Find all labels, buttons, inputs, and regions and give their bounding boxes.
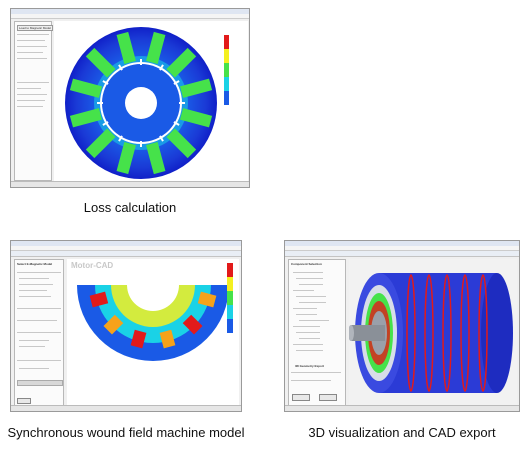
- slot-opening: [118, 64, 123, 71]
- winding-ring: [406, 274, 416, 392]
- tree-item[interactable]: [296, 314, 317, 315]
- rotor-pole: [89, 291, 109, 308]
- tree-item[interactable]: [296, 350, 323, 351]
- rotor-pole: [130, 329, 147, 349]
- rotor-poles: [89, 291, 217, 349]
- rotor-pole: [197, 291, 217, 308]
- caption-loss-calculation: Loss calculation: [83, 200, 177, 215]
- menu-bar: [11, 246, 241, 251]
- window-title-bar: [11, 241, 241, 246]
- tree-item[interactable]: [299, 320, 329, 321]
- menu-bar: [11, 14, 249, 19]
- slot-opening: [173, 121, 180, 126]
- slot-opening: [140, 59, 142, 65]
- stator-tooth: [85, 128, 116, 159]
- rotor-half-section: [77, 263, 233, 361]
- tree-item[interactable]: [296, 278, 323, 279]
- tree-item[interactable]: [293, 326, 320, 327]
- component-panel: Component Selection 3D Geometry Export: [288, 259, 346, 407]
- tree-item[interactable]: [293, 272, 323, 273]
- loss-colorbar: [224, 35, 229, 105]
- slot-opening: [102, 80, 109, 85]
- slot-opening: [118, 135, 123, 142]
- stator-tooth: [69, 108, 102, 128]
- geometry-export-title: 3D Geometry Export: [295, 364, 325, 368]
- slot-opening: [173, 80, 180, 85]
- caption-3d-visualization: 3D visualization and CAD export: [308, 425, 496, 440]
- stator-teeth: [69, 31, 213, 175]
- winding-ring: [460, 274, 470, 392]
- status-bar: [11, 181, 249, 187]
- 3d-visualization-screenshot: Component Selection 3D Geometry Export: [284, 240, 520, 412]
- stator-tooth: [180, 78, 213, 98]
- load-to-magnetic-button[interactable]: Load to Magnetic Model: [17, 25, 54, 31]
- slot-opening: [97, 102, 103, 104]
- tab-strip: [11, 251, 241, 257]
- stator-tooth: [116, 142, 136, 175]
- stator-tooth: [146, 142, 166, 175]
- winding-ring: [442, 274, 452, 392]
- loss-plot-canvas: [54, 21, 248, 181]
- rotor-pole: [103, 314, 124, 335]
- sync-machine-screenshot: Select E-Magnetic Model Motor-CAD: [10, 240, 242, 412]
- tree-item[interactable]: [299, 338, 320, 339]
- component-selection-title: Component Selection: [291, 262, 322, 266]
- end-winding-rings: [406, 274, 488, 392]
- apply-button[interactable]: [17, 398, 31, 404]
- winding-ring: [424, 274, 434, 392]
- 3d-motor-model: [348, 273, 513, 393]
- rotor-pole: [182, 314, 203, 335]
- stator-tooth: [116, 31, 136, 64]
- tree-item[interactable]: [296, 332, 320, 333]
- export-button[interactable]: [292, 394, 310, 401]
- 3d-view-canvas: [348, 259, 517, 407]
- tab-strip: [285, 251, 519, 257]
- stator-tooth: [146, 31, 166, 64]
- tree-item[interactable]: [293, 308, 317, 309]
- slot-opening: [102, 121, 109, 126]
- rotor-pole: [159, 329, 176, 349]
- status-bar: [11, 405, 241, 411]
- tree-item[interactable]: [299, 302, 326, 303]
- tree-item[interactable]: [293, 290, 314, 291]
- tree-item[interactable]: [296, 296, 326, 297]
- stator-tooth: [69, 78, 102, 98]
- motor-loss-cross-section: [65, 27, 229, 179]
- stator-tooth: [166, 47, 197, 78]
- winding-ring: [478, 274, 488, 392]
- panel-title: Select E-Magnetic Model: [17, 262, 53, 266]
- slot-opening: [140, 141, 142, 147]
- status-bar: [285, 405, 519, 411]
- model-panel: Select E-Magnetic Model: [14, 259, 64, 407]
- slot-opening: [179, 102, 185, 104]
- watermark: Motor-CAD: [71, 261, 114, 270]
- menu-bar: [285, 246, 519, 251]
- stator-tooth: [180, 108, 213, 128]
- loss-calculation-screenshot: Load to Magnetic Model: [10, 8, 250, 188]
- cancel-button[interactable]: [319, 394, 337, 401]
- stator-tooth: [85, 47, 116, 78]
- tree-item[interactable]: [293, 344, 323, 345]
- caption-sync-machine: Synchronous wound field machine model: [7, 425, 245, 440]
- slot-opening: [159, 135, 164, 142]
- settings-panel: Load to Magnetic Model: [14, 21, 54, 181]
- slider[interactable]: [17, 380, 63, 386]
- slot-opening: [159, 64, 164, 71]
- sync-colorbar: [227, 263, 233, 333]
- window-title-bar: [11, 9, 249, 14]
- window-title-bar: [285, 241, 519, 246]
- sync-plot-canvas: Motor-CAD: [67, 259, 239, 407]
- tree-item[interactable]: [299, 284, 323, 285]
- stator-tooth: [166, 128, 197, 159]
